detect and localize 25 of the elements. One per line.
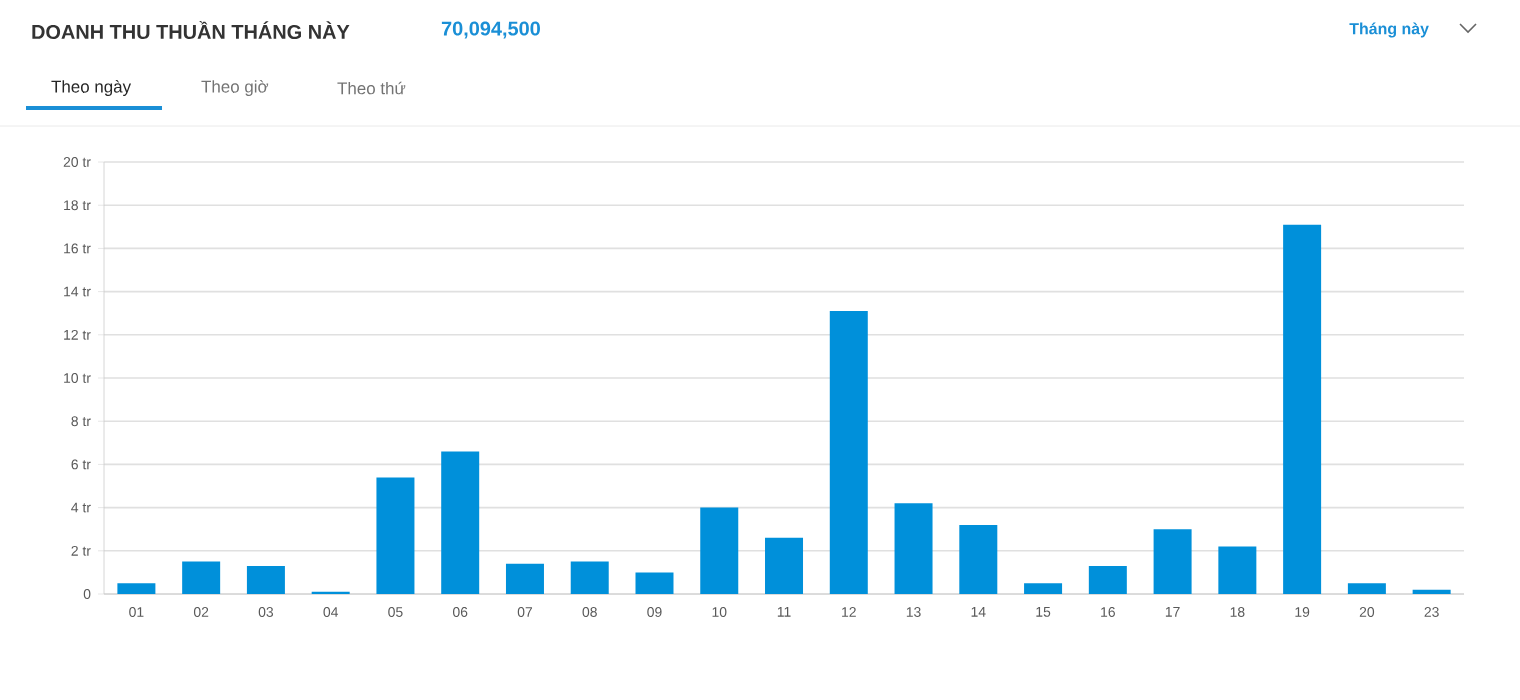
- bar: [376, 477, 415, 595]
- bar: [570, 561, 609, 595]
- bar: [1024, 583, 1063, 595]
- bar: [505, 563, 544, 595]
- bar: [700, 507, 739, 595]
- bar: [1347, 583, 1386, 595]
- bar: [1218, 546, 1257, 595]
- bar: [246, 565, 285, 595]
- bar: [765, 537, 804, 595]
- chart-subtitle: 70,094,500: [441, 21, 540, 39]
- bar: [1088, 565, 1127, 595]
- bar: [894, 503, 933, 595]
- text: Theo ngày: [51, 80, 132, 96]
- bar: [635, 572, 674, 595]
- bar: [441, 451, 480, 595]
- bar: [1153, 529, 1192, 595]
- chart-title: DOANH THU THUẦN THÁNG NÀY: [32, 20, 350, 40]
- bar: [117, 583, 156, 595]
- bar: [959, 524, 998, 595]
- bar: [182, 561, 221, 595]
- text: Theo thứ: [337, 81, 406, 95]
- text: Theo giờ: [201, 80, 269, 96]
- bar: [1412, 589, 1451, 595]
- bar: [829, 311, 868, 595]
- bar: [1283, 224, 1322, 595]
